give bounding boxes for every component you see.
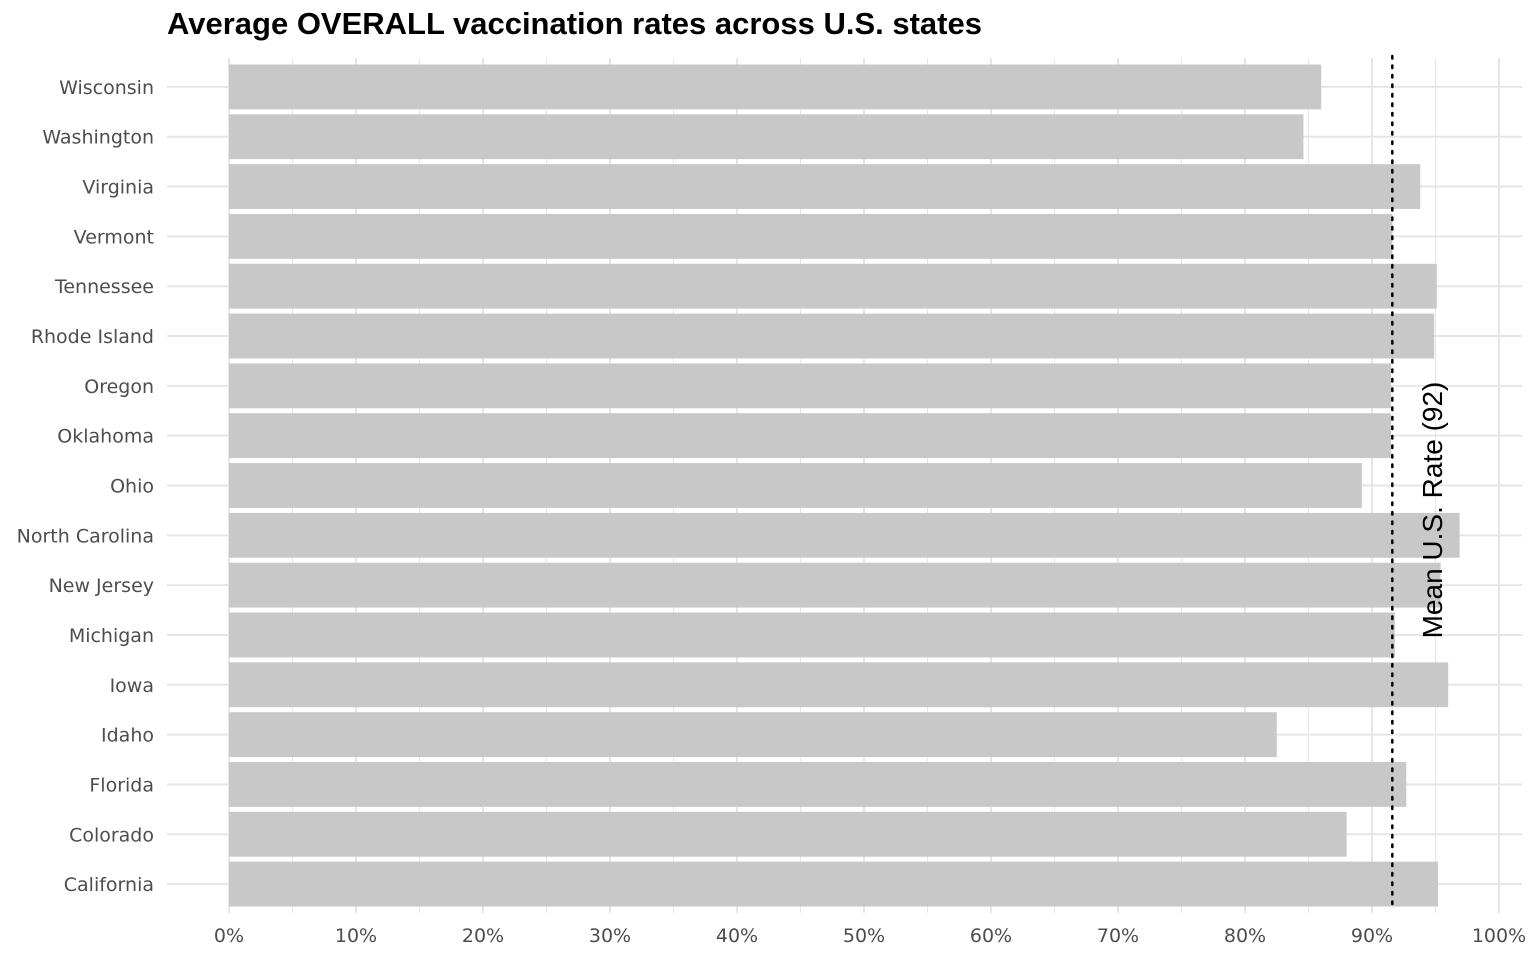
bar-iowa (229, 662, 1449, 708)
bar-wisconsin (229, 64, 1322, 110)
x-tick-label: 60% (970, 925, 1012, 947)
x-tick-label: 70% (1097, 925, 1139, 947)
bar-michigan (229, 612, 1395, 658)
x-tick-label: 20% (462, 925, 504, 947)
category-label: New Jersey (49, 575, 154, 597)
x-tick-label: 100% (1472, 925, 1526, 947)
category-label: Virginia (82, 177, 154, 199)
reference-line-layer: Mean U.S. Rate (92) (1391, 54, 1448, 911)
category-label: Oklahoma (57, 426, 154, 448)
category-labels: Wisconsin Washington Virginia Vermont Tennes… (17, 77, 154, 896)
bar-virginia (229, 164, 1421, 209)
x-tick-label: 90% (1351, 925, 1393, 947)
category-label: Oregon (84, 376, 154, 398)
chart-title: Average OVERALL vaccination rates across… (167, 6, 982, 41)
bar-colorado (229, 811, 1347, 857)
bar-rhode-island (229, 313, 1435, 359)
x-tick-label: 80% (1224, 925, 1266, 947)
category-label: Tennessee (54, 276, 154, 298)
category-label: Michigan (69, 625, 154, 647)
bars-layer (229, 64, 1460, 907)
x-tick-label: 0% (214, 925, 244, 947)
category-label: Colorado (69, 824, 154, 846)
bar-oregon (229, 363, 1392, 409)
category-label: Idaho (101, 725, 154, 747)
bar-florida (229, 762, 1407, 807)
bar-washington (229, 114, 1304, 160)
x-tick-labels: 0% 10% 20% 30% 40% 50% 60% 70% 80% 90% 100% (214, 925, 1526, 947)
reference-line-label: Mean U.S. Rate (92) (1417, 382, 1448, 639)
bar-tennessee (229, 263, 1437, 309)
bar-vermont (229, 213, 1393, 259)
category-label: California (64, 874, 154, 896)
bar-north-carolina (229, 512, 1460, 558)
category-label: North Carolina (17, 525, 154, 547)
category-label: Rhode Island (31, 326, 154, 348)
bar-idaho (229, 712, 1277, 758)
category-label: Iowa (110, 675, 154, 697)
bar-oklahoma (229, 413, 1392, 459)
x-tick-label: 50% (843, 925, 885, 947)
bar-ohio (229, 463, 1362, 508)
category-label: Washington (42, 127, 154, 149)
x-tick-label: 10% (335, 925, 377, 947)
category-label: Vermont (74, 226, 154, 248)
category-label: Wisconsin (59, 77, 154, 99)
x-tick-label: 30% (589, 925, 631, 947)
bar-new-jersey (229, 562, 1441, 608)
x-tick-label: 40% (716, 925, 758, 947)
bar-california (229, 861, 1439, 907)
category-label: Ohio (110, 476, 154, 498)
category-label: Florida (89, 774, 154, 796)
